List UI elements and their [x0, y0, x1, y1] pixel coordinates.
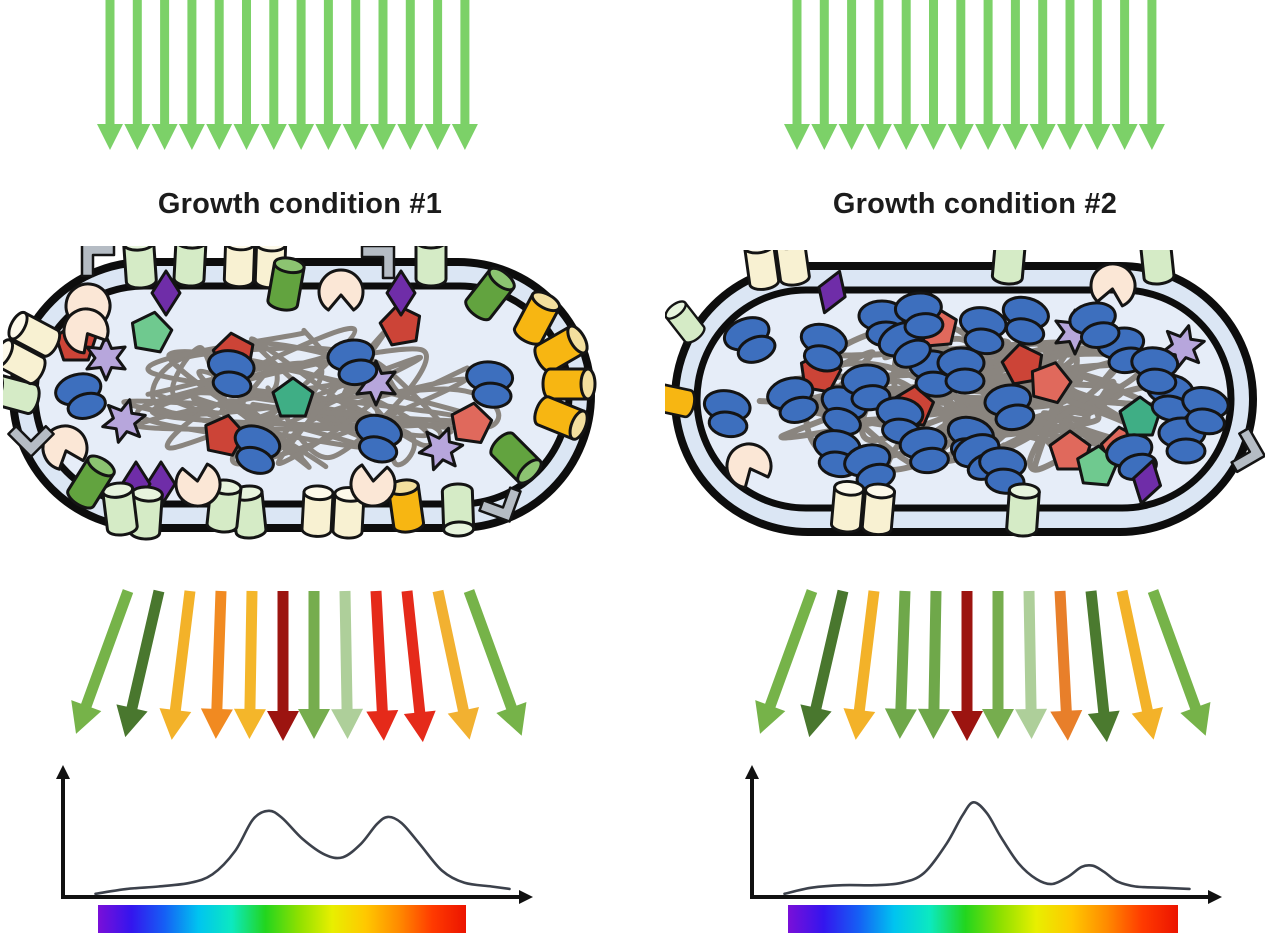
pentagon-molecule	[378, 303, 422, 347]
membrane-double-cylinder-protein	[830, 479, 897, 537]
membrane-double-cylinder-protein	[222, 246, 288, 290]
ribosome	[893, 291, 945, 340]
spectrum-plot	[56, 765, 533, 904]
ribosome	[936, 346, 986, 395]
membrane-cylinder-protein	[1138, 250, 1176, 286]
pacman-protein	[1089, 262, 1137, 308]
pentagon-molecule	[450, 401, 494, 445]
membrane-cylinder-protein	[122, 246, 158, 290]
ribosome	[1068, 301, 1121, 350]
membrane-cylinder-protein	[172, 246, 208, 288]
membrane-proteins	[665, 250, 1265, 538]
y-axis-arrowhead	[56, 765, 70, 779]
ribosome	[799, 322, 848, 373]
ribosomes	[702, 291, 1230, 495]
ribosome	[1181, 386, 1230, 436]
spectrum-curve	[94, 809, 511, 896]
membrane-cylinder-protein	[541, 367, 597, 401]
membrane-cylinder-protein	[665, 381, 696, 419]
gray-angle-protein	[360, 246, 396, 280]
ribosome	[898, 426, 950, 475]
membrane-cylinder-protein	[266, 256, 306, 312]
gray-angle-protein	[478, 486, 522, 523]
ribosome	[875, 396, 925, 445]
ribosome	[983, 383, 1036, 432]
membrane-cylinder-protein	[990, 250, 1028, 286]
y-axis-arrowhead	[745, 765, 759, 779]
panel-title: Growth condition #1	[157, 188, 443, 220]
ribosome	[766, 376, 819, 424]
ribosome	[843, 443, 896, 491]
ribosome	[326, 338, 379, 387]
pacman-protein	[41, 424, 89, 471]
ribosome	[702, 389, 752, 439]
ribosome	[1130, 346, 1180, 395]
spectrum-plot	[745, 765, 1222, 904]
pacman-protein	[62, 307, 110, 355]
spectrum-curve	[783, 801, 1191, 896]
pacman-protein	[349, 463, 397, 508]
membrane-cylinder-protein	[1005, 482, 1041, 538]
pentagon-molecule	[271, 376, 315, 418]
membrane-cylinder-protein	[440, 482, 476, 538]
pentagon-molecule	[1030, 361, 1073, 405]
incident-light-arrows	[97, 0, 478, 150]
purple-diamond-protein	[1131, 459, 1163, 505]
wavelength-colorbar	[98, 905, 466, 933]
ribosome	[354, 413, 403, 464]
incident-light-arrows	[784, 0, 1165, 150]
ribosome	[1001, 295, 1050, 346]
scattered-light-arrows	[755, 589, 1211, 743]
ribosome	[722, 316, 777, 364]
starburst-molecule	[101, 398, 147, 444]
membrane-double-cylinder-protein	[743, 250, 811, 291]
x-axis-arrowhead	[519, 890, 533, 904]
starburst-molecule	[85, 334, 127, 382]
ribosome	[465, 360, 515, 409]
scattered-light-arrows	[71, 589, 527, 743]
x-axis-arrowhead	[1208, 890, 1222, 904]
membrane-cylinder-protein	[66, 454, 116, 510]
membrane-proteins	[3, 246, 597, 541]
bacterium-cell-diagram	[3, 246, 597, 541]
panel-condition-2: Growth condition #2	[640, 0, 1280, 940]
bacterium-cell-diagram	[665, 250, 1265, 538]
pacman-protein	[725, 442, 773, 490]
ribosome	[233, 424, 282, 475]
membrane-cylinder-protein	[101, 481, 139, 537]
panel-condition-1: Growth condition #1	[3, 0, 597, 933]
ribosomes	[54, 338, 515, 475]
purple-diamond-protein	[150, 269, 182, 317]
wavelength-colorbar	[788, 905, 1178, 933]
pacman-protein	[317, 268, 365, 312]
membrane-cylinder-protein	[533, 395, 589, 441]
membrane-cylinder-protein	[414, 246, 448, 288]
ribosome	[54, 372, 107, 420]
starburst-molecule	[417, 426, 465, 472]
ribosome	[206, 349, 256, 399]
pentagon-molecule	[130, 310, 174, 354]
gray-angle-protein	[7, 424, 55, 458]
gray-angle-protein	[80, 246, 116, 278]
panel-title: Growth condition #2	[832, 188, 1118, 220]
purple-diamond-protein	[385, 269, 417, 317]
membrane-cylinder-protein	[489, 431, 543, 485]
membrane-cylinder-protein	[665, 300, 706, 344]
gray-angle-protein	[1230, 426, 1265, 474]
membrane-double-cylinder-protein	[3, 310, 62, 386]
purple-diamond-protein	[817, 269, 847, 315]
membrane-cylinder-protein	[464, 266, 516, 322]
membrane-cylinder-protein	[3, 372, 41, 415]
